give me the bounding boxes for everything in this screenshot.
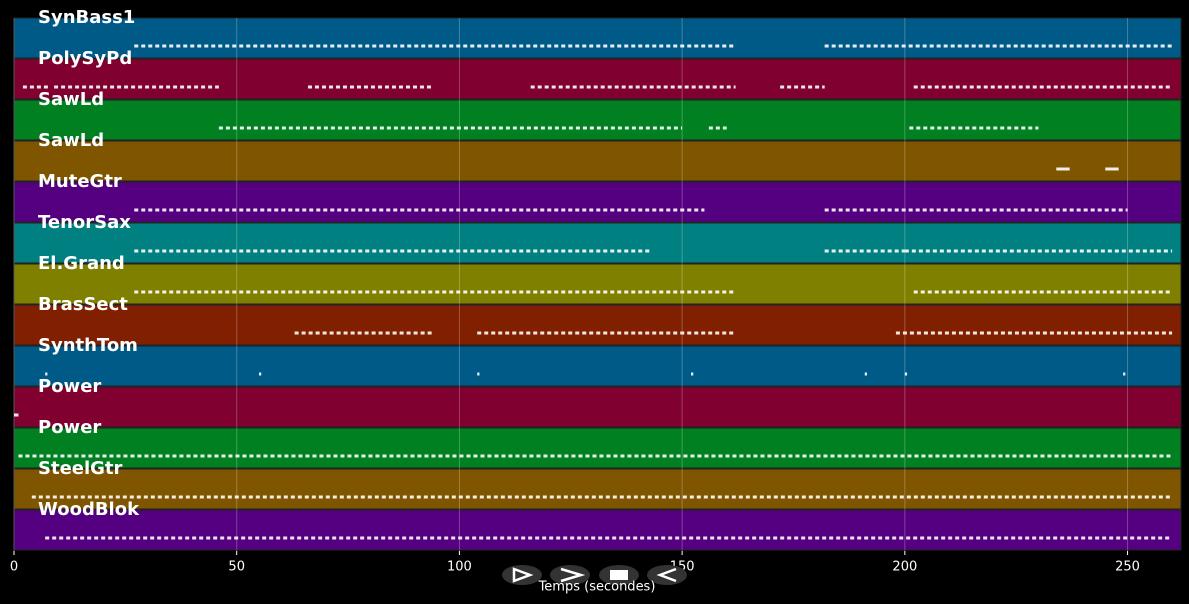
tracks xyxy=(13,17,1182,551)
x-axis: 0 50 100 150 200 250 xyxy=(10,551,1140,575)
track-band xyxy=(13,468,1182,510)
track-band xyxy=(13,181,1182,223)
forward-button[interactable] xyxy=(550,565,590,585)
track-band xyxy=(13,140,1182,182)
play-button[interactable] xyxy=(502,565,542,585)
track-label: BrasSect xyxy=(38,294,128,315)
track-label: SawLd xyxy=(38,89,104,110)
track-band xyxy=(13,427,1182,469)
x-tick-label: 200 xyxy=(892,560,917,575)
track-band xyxy=(13,345,1182,387)
x-tick-label: 250 xyxy=(1115,560,1140,575)
track-band xyxy=(13,263,1182,305)
x-axis-label: Temps (secondes) xyxy=(538,580,656,595)
notes xyxy=(14,44,1173,540)
x-tick-label: 100 xyxy=(447,560,472,575)
track-label: PolySyPd xyxy=(38,48,132,69)
track-labels: SynBass1 PolySyPd SawLd SawLd MuteGtr TenorSa… xyxy=(38,7,140,520)
track-label: SynthTom xyxy=(38,335,138,356)
track-label: SteelGtr xyxy=(38,458,123,479)
track-label: WoodBlok xyxy=(38,499,140,520)
back-button[interactable] xyxy=(647,565,687,585)
track-label: SawLd xyxy=(38,130,104,151)
track-band xyxy=(13,509,1182,551)
track-band xyxy=(13,99,1182,141)
track-band xyxy=(13,58,1182,100)
grid xyxy=(13,18,1129,551)
track-band xyxy=(13,386,1182,428)
track-band xyxy=(13,222,1182,264)
x-tick-label: 50 xyxy=(228,560,245,575)
track-label: Power xyxy=(38,417,101,438)
track-band xyxy=(13,304,1182,346)
controls xyxy=(502,565,687,585)
stop-button[interactable] xyxy=(599,565,639,585)
track-label: Power xyxy=(38,376,101,397)
track-label: El.Grand xyxy=(38,253,125,274)
x-tick-label: 0 xyxy=(10,560,18,575)
track-band xyxy=(13,17,1182,59)
track-label: TenorSax xyxy=(38,212,131,233)
track-label: MuteGtr xyxy=(38,171,122,192)
track-label: SynBass1 xyxy=(38,7,135,28)
